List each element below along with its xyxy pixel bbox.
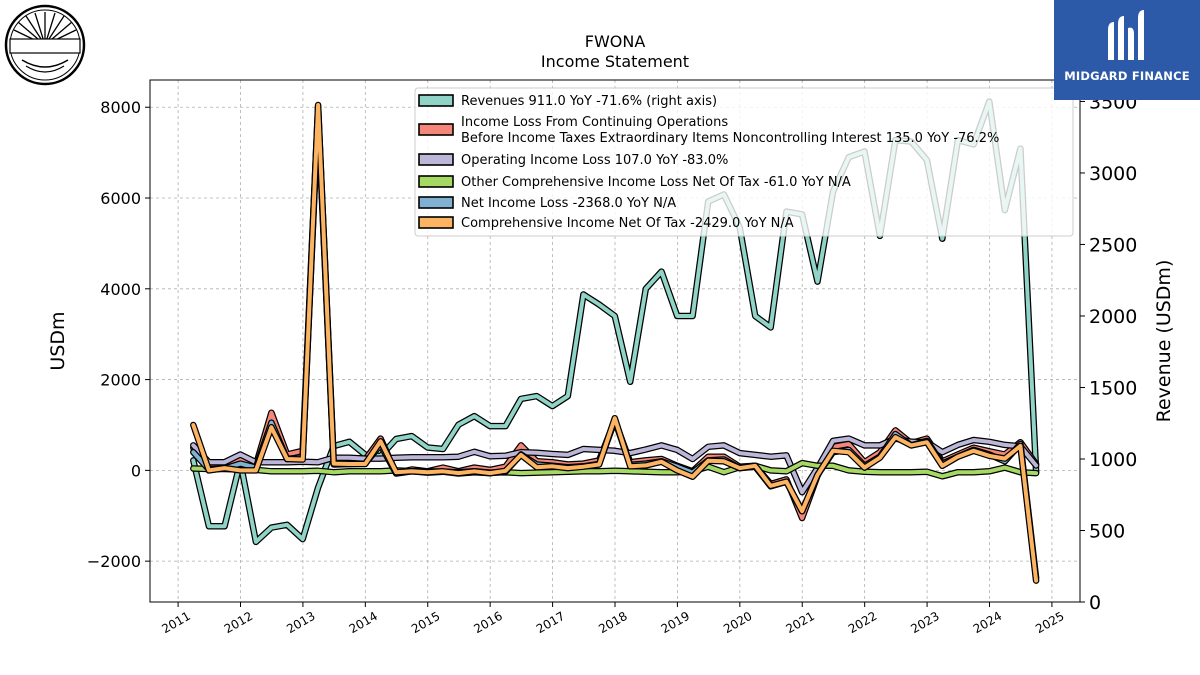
liberty-seal-icon <box>4 4 86 86</box>
y-tick-label-left: 2000 <box>100 371 141 390</box>
y-tick-label-right: 2000 <box>1089 306 1137 328</box>
legend-swatch-2 <box>418 153 454 166</box>
series-line-5 <box>191 103 1039 583</box>
series-3 <box>190 459 1040 480</box>
x-tick-label: 2019 <box>659 609 692 636</box>
legend-label-1: Income Loss From Continuing Operations <box>461 115 728 130</box>
x-tick-label: 2022 <box>846 609 879 636</box>
x-tick-label: 2023 <box>908 609 941 636</box>
x-tick-label: 2013 <box>284 609 317 636</box>
x-tick-label: 2014 <box>347 609 380 636</box>
x-tick-label: 2024 <box>971 609 1004 636</box>
y-tick-label-left: 0 <box>131 461 141 480</box>
y-tick-label-left: −2000 <box>87 552 141 571</box>
legend-label-1: Before Income Taxes Extraordinary Items … <box>461 131 999 146</box>
legend-swatch-5 <box>418 216 454 229</box>
legend-label-3: Other Comprehensive Income Loss Net Of T… <box>461 175 851 190</box>
x-tick-label: 2012 <box>222 609 255 636</box>
midgard-finance-logo: MIDGARD FINANCE <box>1054 0 1200 100</box>
x-tick-label: 2020 <box>721 609 754 636</box>
series-5 <box>190 101 1040 584</box>
y-axis-label: USDm <box>47 311 69 370</box>
chart-title-block: FWONA Income Statement <box>415 32 815 72</box>
x-tick-label: 2017 <box>534 609 567 636</box>
x-tick-label: 2018 <box>596 609 629 636</box>
series-line-3 <box>191 461 1039 479</box>
liberty-logo <box>4 4 86 86</box>
chart-title: FWONA <box>584 32 646 51</box>
legend-swatch-0 <box>418 94 454 107</box>
x-tick-label: 2021 <box>784 609 817 636</box>
legend-label-4: Net Income Loss -2368.0 YoY N/A <box>461 196 676 211</box>
y-tick-label-left: 6000 <box>100 189 141 208</box>
legend-swatch-4 <box>418 196 454 209</box>
y-tick-label-left: 4000 <box>100 280 141 299</box>
legend-label-2: Operating Income Loss 107.0 YoY -83.0% <box>461 153 728 168</box>
y-tick-label-right: 500 <box>1089 520 1125 542</box>
x-tick-label: 2011 <box>159 609 192 636</box>
legend-box <box>414 87 1074 237</box>
y-tick-label-right: 1000 <box>1089 449 1137 471</box>
legend-swatch-1 <box>418 123 454 136</box>
y-tick-label-right: 2500 <box>1089 234 1137 256</box>
legend: Revenues 911.0 YoY -71.6% (right axis) In… <box>414 87 1074 237</box>
x-tick-label: 2015 <box>409 609 442 636</box>
series-lines <box>190 98 1040 584</box>
legend-label-5: Comprehensive Income Net Of Tax -2429.0 … <box>461 216 794 231</box>
y-tick-label-right: 0 <box>1089 592 1101 614</box>
y-tick-label-right: 3000 <box>1089 163 1137 185</box>
chart-subtitle: Income Statement <box>540 52 690 71</box>
x-tick-label: 2025 <box>1033 609 1066 636</box>
midgard-brand-text: MIDGARD FINANCE <box>1064 69 1190 83</box>
y-tick-label-right: 1500 <box>1089 377 1137 399</box>
y-tick-label-left: 8000 <box>100 98 141 117</box>
midgard-m-icon <box>1108 10 1144 61</box>
legend-label-0: Revenues 911.0 YoY -71.6% (right axis) <box>461 94 717 109</box>
legend-swatch-3 <box>418 175 454 188</box>
y-axis-label-right: Revenue (USDm) <box>1153 260 1175 423</box>
x-tick-label: 2016 <box>471 609 504 636</box>
